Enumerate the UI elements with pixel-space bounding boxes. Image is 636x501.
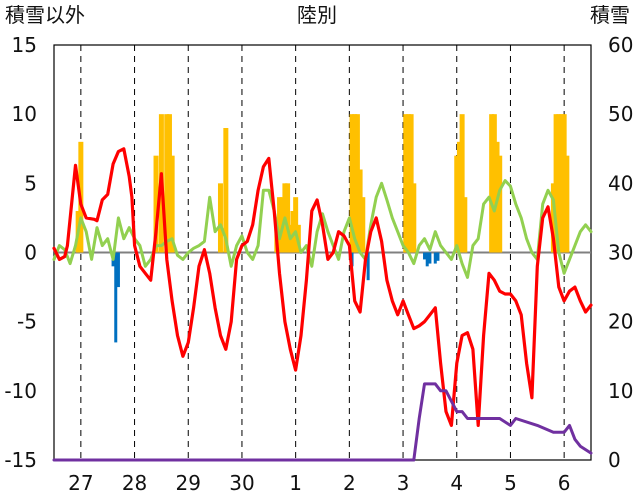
left-axis-label: 積雪以外 [5, 3, 85, 27]
negative-bar [436, 252, 440, 261]
x-tick-label: 29 [176, 471, 201, 495]
precipitation-bar [491, 114, 497, 253]
x-tick-label: 4 [450, 471, 463, 495]
right-tick-label: 20 [608, 310, 633, 334]
precipitation-bar [403, 114, 409, 253]
negative-bar [423, 252, 427, 260]
precipitation-bar [360, 197, 366, 253]
x-tick-label: 5 [504, 471, 517, 495]
vertical-gridlines [80, 45, 565, 460]
precipitation-bar [223, 128, 229, 253]
precipitation-bar [357, 169, 363, 253]
precipitation-bar [564, 155, 570, 253]
precipitation-bar [290, 211, 296, 253]
x-tick-label: 30 [229, 471, 254, 495]
negative-bar [425, 252, 429, 267]
precipitation-bar [277, 197, 283, 253]
precipitation-bar [497, 155, 503, 253]
right-tick-label: 30 [608, 241, 633, 265]
temperature-line [52, 147, 593, 427]
precipitation-bar [405, 114, 411, 253]
line-series [52, 147, 593, 462]
precipitation-bar [285, 183, 291, 253]
precipitation-bar [293, 197, 299, 253]
precipitation-bar [553, 114, 559, 253]
right-tick-label: 60 [608, 33, 633, 57]
x-tick-label: 27 [68, 471, 93, 495]
precipitation-bar [408, 114, 414, 253]
precipitation-bar [349, 114, 355, 253]
negative-bar [114, 252, 118, 343]
precipitation-bar [558, 114, 564, 253]
precipitation-bar [561, 114, 567, 253]
left-tick-label: 10 [12, 102, 37, 126]
right-axis-label: 積雪 [590, 3, 630, 27]
precipitation-bar [164, 114, 170, 253]
precipitation-bar [217, 183, 223, 253]
snow_depth-line [52, 382, 593, 462]
tick-labels: 27 28 29 30 1 2 3 4 5 6151050-5-10-15605040302010… [4, 33, 633, 495]
precipitation-bar [459, 114, 465, 253]
precipitation-bar [169, 155, 175, 253]
x-tick-label: 6 [558, 471, 571, 495]
left-tick-label: 0 [24, 241, 37, 265]
precipitation-bar [153, 155, 159, 253]
x-tick-label: 28 [122, 471, 147, 495]
x-tick-label: 3 [397, 471, 410, 495]
negative-bar [116, 252, 120, 288]
left-tick-label: 5 [24, 171, 37, 195]
precipitation-bar [166, 114, 172, 253]
left-tick-label: -10 [4, 379, 37, 403]
precipitation-bar [456, 141, 462, 253]
precipitation-bar [411, 183, 417, 253]
right-tick-label: 50 [608, 102, 633, 126]
left-tick-label: -5 [17, 310, 37, 334]
other-line [52, 179, 593, 279]
negative-bar [366, 252, 370, 281]
right-tick-label: 40 [608, 171, 633, 195]
precipitation-bar [354, 114, 360, 253]
right-tick-label: 0 [608, 448, 621, 472]
negative-bar [428, 252, 432, 264]
right-tick-label: 10 [608, 379, 633, 403]
precipitation-bar [550, 183, 556, 253]
precipitation-bar [462, 197, 468, 253]
x-tick-label: 1 [289, 471, 302, 495]
x-tick-label: 2 [343, 471, 356, 495]
left-tick-label: -15 [4, 448, 37, 472]
precipitation-bar [556, 114, 562, 253]
precipitation-bar [454, 155, 460, 253]
negative-bar [433, 252, 437, 264]
left-tick-label: 15 [12, 33, 37, 57]
precipitation-bar [489, 114, 495, 253]
precipitation-bar [352, 114, 358, 253]
chart-title: 陸別 [297, 3, 337, 27]
